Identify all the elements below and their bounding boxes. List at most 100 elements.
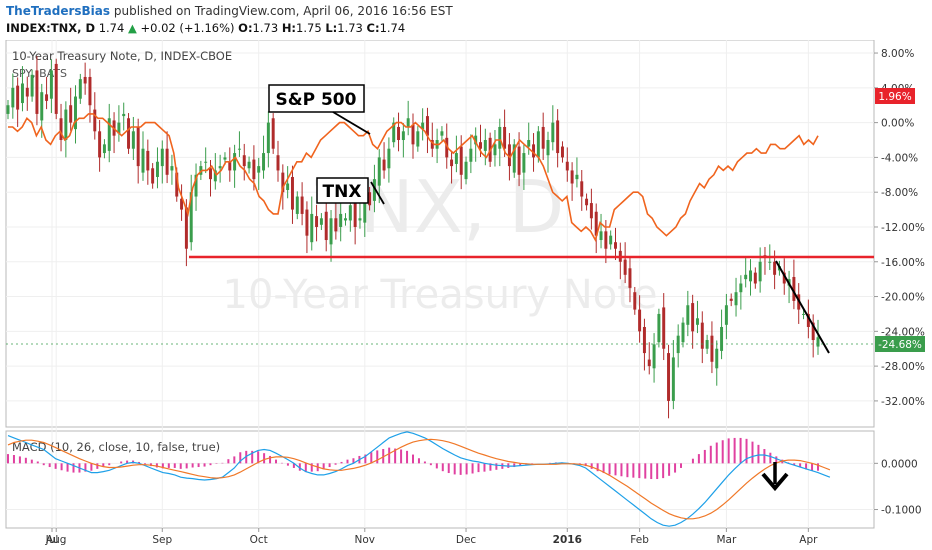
candle-body — [300, 196, 304, 214]
published-text: published on TradingView.com, April 06, … — [113, 4, 453, 18]
candle-body — [315, 216, 319, 227]
annotation-box-sp500[interactable] — [268, 84, 365, 113]
grid-lines — [6, 40, 874, 528]
candle-body — [35, 70, 39, 114]
y-tick-label: -28.00% — [881, 361, 925, 373]
candle-body — [194, 174, 198, 197]
y-tick-label: 8.00% — [881, 48, 914, 60]
close-label: C: — [366, 21, 380, 35]
candle-body — [469, 148, 473, 162]
candle-body — [348, 205, 352, 221]
annotation-sp500-pointer — [332, 111, 371, 135]
annotation-box-tnx[interactable] — [316, 177, 369, 204]
candle-body — [180, 198, 184, 210]
candle-body — [758, 261, 762, 282]
candle-body — [517, 146, 521, 175]
candle-body — [69, 105, 73, 123]
y-tick-label: -12.00% — [881, 222, 925, 234]
candle-body — [599, 231, 603, 241]
candle-body — [416, 131, 420, 147]
low-value: 1.73 — [337, 21, 363, 35]
candle-body — [146, 150, 150, 171]
x-tick-label: Feb — [630, 534, 649, 546]
candle-body — [609, 235, 613, 245]
candle-body — [233, 153, 237, 171]
candle-body — [556, 120, 560, 154]
candle-body — [421, 122, 425, 130]
down-arrow-icon — [761, 462, 789, 492]
candle-body — [54, 63, 58, 114]
high-value: 1.75 — [296, 21, 322, 35]
candle-body — [541, 126, 545, 149]
publisher-name[interactable]: TheTradersBias — [6, 4, 111, 18]
candle-body — [744, 274, 748, 280]
candle-body — [720, 326, 724, 351]
candle-body — [522, 153, 526, 173]
high-label: H: — [281, 21, 297, 35]
candle-body — [382, 159, 386, 171]
candle-body — [257, 166, 261, 173]
candle-body — [93, 109, 97, 132]
x-tick-label: Nov — [355, 534, 376, 546]
candle-body — [628, 268, 632, 288]
candle-body — [411, 124, 415, 145]
candle-body — [695, 318, 699, 325]
candle-body — [638, 309, 642, 332]
candle-body — [532, 144, 536, 158]
candle-body — [252, 159, 256, 180]
candle-body — [242, 155, 246, 167]
candle-body — [445, 137, 449, 158]
candle-body — [387, 148, 391, 169]
candle-body — [512, 144, 516, 173]
macd-title: MACD (10, 26, close, 10, false, true) — [12, 440, 220, 454]
x-tick-label: Apr — [799, 534, 818, 546]
y-tick-label: -24.00% — [881, 326, 925, 338]
candle-body — [237, 148, 241, 150]
candle-body — [358, 218, 362, 221]
candle-body — [450, 159, 454, 167]
candle-body — [353, 203, 357, 227]
macd-axis[interactable]: 0.0000 -0.1000 — [874, 458, 922, 517]
candle-body — [295, 196, 299, 214]
candle-body — [98, 131, 102, 158]
open-value: 1.73 — [252, 21, 279, 35]
macd-plot — [7, 431, 831, 527]
macd-tick-label: -0.1000 — [881, 505, 922, 517]
candle-body — [165, 148, 169, 175]
chart-canvas[interactable]: TNX, D 10-Year Treasury Note 10-Year Tre… — [0, 40, 932, 550]
candle-body — [792, 276, 796, 301]
candle-body — [710, 335, 714, 362]
candle-body — [377, 157, 381, 186]
candle-body — [503, 126, 507, 149]
candle-body — [575, 174, 579, 180]
main-pane-frame — [5, 40, 875, 428]
tnx-value-badge — [875, 336, 925, 352]
candle-body — [507, 144, 511, 167]
x-tick-label: 2016 — [553, 534, 582, 546]
candle-body — [585, 198, 589, 206]
candle-body — [117, 122, 121, 134]
candle-body — [319, 218, 323, 225]
downtrend-line[interactable] — [775, 260, 830, 354]
candle-body — [657, 313, 661, 343]
open-label: O: — [238, 21, 253, 35]
candle-body — [334, 218, 338, 232]
candle-body — [715, 348, 719, 369]
candle-body — [681, 322, 685, 343]
y-tick-label: -20.00% — [881, 292, 925, 304]
candle-body — [816, 337, 820, 347]
compare-symbol-label: SPY, BATS — [12, 67, 67, 80]
tnx-value-badge-text: -24.68% — [878, 339, 922, 351]
candle-body — [676, 335, 680, 354]
candle-body — [122, 113, 126, 117]
candle-body — [213, 170, 217, 182]
y-tick-label: -4.00% — [881, 152, 918, 164]
candle-body — [474, 135, 478, 145]
annotation-tnx: TNX — [323, 182, 362, 202]
candle-body — [368, 192, 372, 206]
candle-body — [739, 283, 743, 293]
candle-body — [768, 261, 772, 263]
candle-body — [667, 353, 671, 401]
candle-body — [247, 161, 251, 169]
